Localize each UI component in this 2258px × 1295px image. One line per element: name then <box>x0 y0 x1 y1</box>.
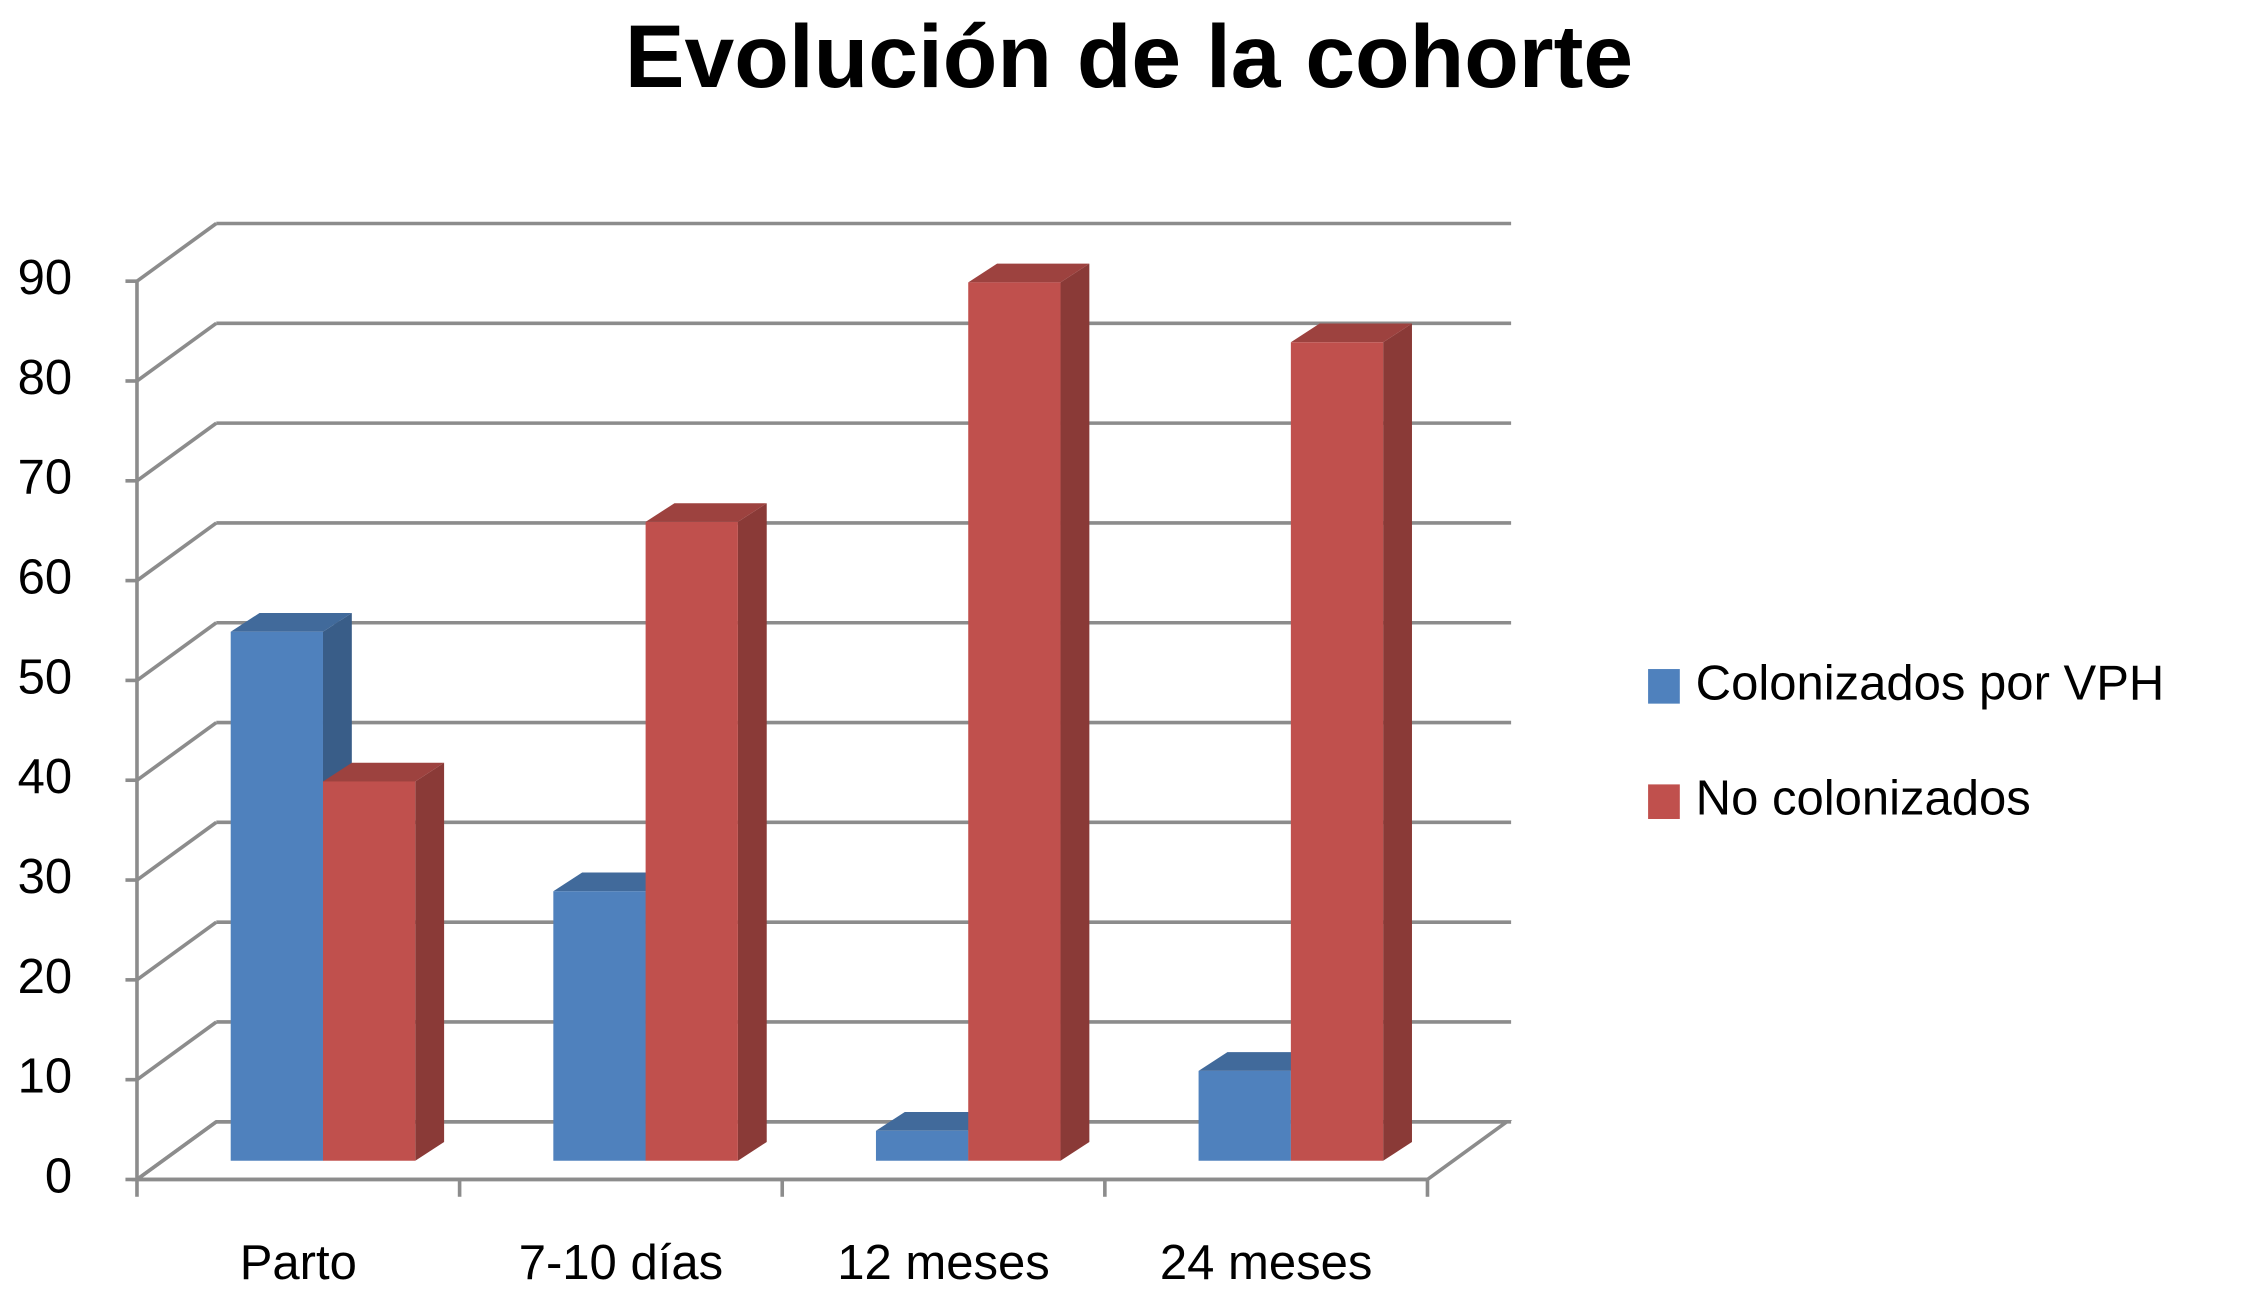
bar <box>230 631 323 1161</box>
x-tick-label: 24 meses <box>1160 1236 1373 1290</box>
chart-body: Evolución de la cohorte 0 10 20 30 40 50 60 70 8… <box>18 6 2165 1290</box>
y-tick-label: 40 <box>18 750 73 804</box>
bar <box>322 781 416 1161</box>
y-tick-label: 30 <box>18 850 73 904</box>
y-tick-label: 20 <box>18 950 73 1004</box>
x-tick-label: 7-10 días <box>519 1236 723 1290</box>
grid-line-side <box>135 920 218 982</box>
grid-line-side <box>135 421 218 483</box>
bar <box>1290 342 1384 1161</box>
grid-line-side <box>135 321 218 383</box>
grid-line-side <box>135 222 218 283</box>
grid-line-side <box>135 1020 218 1082</box>
bar-top <box>322 762 445 782</box>
x-tick-label: 12 meses <box>837 1236 1050 1290</box>
legend-label: No colonizados <box>1696 772 2031 826</box>
grid-line-side <box>135 721 218 782</box>
bar-side <box>737 503 767 1161</box>
y-tick-label: 0 <box>45 1149 72 1203</box>
bar-top <box>1290 323 1412 343</box>
legend-swatch <box>1648 669 1680 704</box>
bar-top <box>968 263 1090 283</box>
grid-line-side <box>135 521 218 583</box>
chart-title: Evolución de la cohorte <box>625 6 1633 106</box>
y-tick-label: 50 <box>18 650 73 704</box>
bar-top <box>1198 1052 1320 1071</box>
bar-side <box>1383 323 1412 1161</box>
grid-line-side <box>135 820 218 882</box>
legend-label: Colonizados por VPH <box>1696 656 2165 710</box>
bar <box>645 521 738 1161</box>
x-tick-label: Parto <box>240 1236 357 1290</box>
bar-side <box>415 762 445 1161</box>
bar-top <box>553 872 675 892</box>
legend-swatch <box>1648 784 1680 819</box>
bar-side <box>1060 263 1090 1161</box>
bar <box>968 282 1061 1161</box>
bar-top <box>230 612 352 632</box>
y-tick-label: 90 <box>18 251 73 305</box>
grid-line-side <box>135 1120 218 1181</box>
bar <box>553 891 646 1161</box>
y-tick-label: 70 <box>18 451 73 505</box>
y-tick-label: 60 <box>18 551 73 605</box>
y-tick-label: 10 <box>18 1050 73 1104</box>
bar <box>875 1130 969 1161</box>
bar-top <box>645 503 767 522</box>
grid-line-side <box>135 621 218 682</box>
bar <box>1198 1070 1291 1161</box>
bar-top <box>875 1112 998 1131</box>
y-tick-label: 80 <box>18 351 73 405</box>
